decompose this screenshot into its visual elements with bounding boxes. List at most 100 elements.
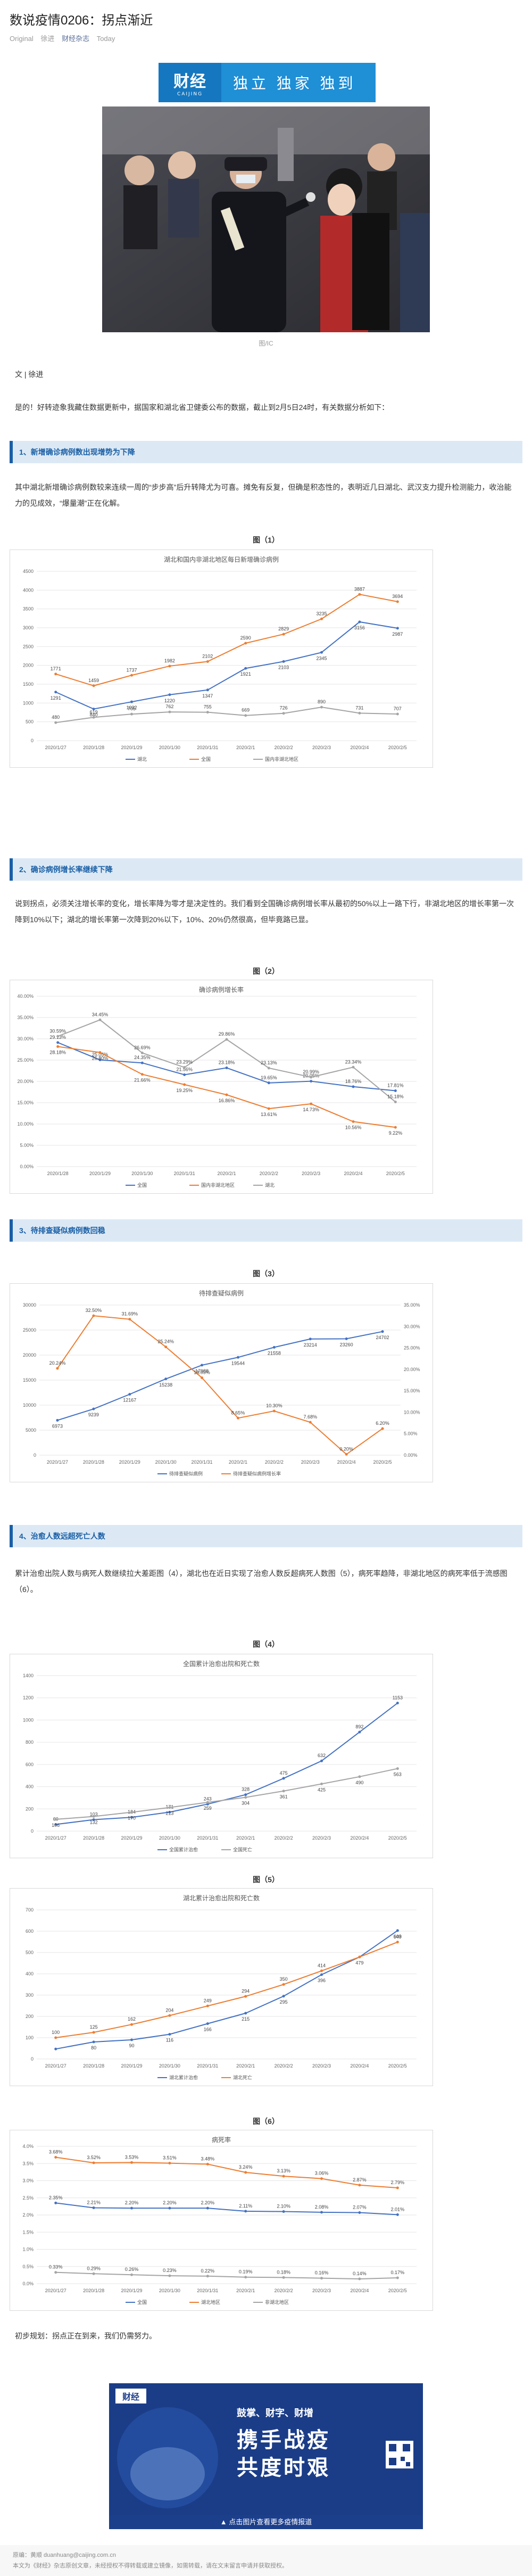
figure-label: 图（1） <box>0 535 532 545</box>
chart-title: 全国累计治愈出院和死亡数 <box>183 1660 260 1668</box>
series-line <box>56 1703 398 1825</box>
fatality-rate-chart: 病死率0.0%0.5%1.0%1.5%2.0%2.5%3.0%3.5%4.0%2… <box>10 2130 433 2310</box>
x-tick-label: 2020/2/2 <box>275 745 293 750</box>
data-label: 1153 <box>393 1695 403 1701</box>
promo-banner[interactable]: 财经 鼓掌、财字、财增 携手战疫 共度时艰 <box>109 2383 423 2515</box>
x-tick-label: 2020/2/5 <box>373 1459 392 1465</box>
section-heading: 3、待排查疑似病例数回稳 <box>10 1219 522 1242</box>
data-label: 2.35% <box>49 2195 63 2200</box>
data-point <box>130 2207 133 2210</box>
data-point <box>201 1376 203 1379</box>
data-point <box>93 716 95 719</box>
section-paragraph: 其中湖北新增确诊病例数较来连续一周的“步步高”后升转降尤为可喜。摊免有反复，但确… <box>15 479 517 511</box>
national-recovery-death-chart: 全国累计治愈出院和死亡数0200400600800100012001400202… <box>10 1654 433 1858</box>
data-point <box>394 1101 397 1103</box>
data-point <box>358 712 361 715</box>
section-heading: 4、治愈人数远超死亡人数 <box>10 1525 522 1547</box>
data-point <box>226 1067 228 1069</box>
data-label: 890 <box>318 699 326 704</box>
x-tick-label: 2020/2/4 <box>350 1835 369 1841</box>
data-point <box>183 1066 186 1069</box>
data-point <box>396 2277 399 2279</box>
data-label: 23214 <box>304 1342 317 1348</box>
data-point <box>396 1929 399 1932</box>
series-line <box>56 2203 398 2214</box>
y-tick-label: 5000 <box>26 1428 36 1433</box>
data-label: 480 <box>52 715 60 720</box>
data-label: 475 <box>280 1770 288 1776</box>
y-tick-label: 1000 <box>23 1717 34 1722</box>
y-tick-label: 600 <box>26 1929 34 1934</box>
data-point <box>206 2207 209 2210</box>
data-label: 23.13% <box>261 1060 277 1065</box>
data-point <box>93 1815 95 1818</box>
data-point <box>99 1019 102 1021</box>
x-tick-label: 2020/1/31 <box>197 745 218 750</box>
y-tick-label: 700 <box>26 1907 34 1913</box>
data-label: 23260 <box>340 1342 353 1347</box>
data-label: 2.20% <box>201 2200 215 2205</box>
data-label: 3235 <box>316 611 327 616</box>
data-point <box>320 1760 323 1762</box>
y-tick-label: 10.00% <box>17 1121 34 1127</box>
data-label: 9.22% <box>389 1130 403 1136</box>
data-point <box>310 1103 312 1105</box>
data-point <box>164 1377 167 1380</box>
intro-paragraph: 是的！好转迹象我藏住数据更新中，据国家和湖北省卫健委公布的数据，截止到2月5日2… <box>15 399 517 415</box>
y-tick-label: 100 <box>26 2035 34 2040</box>
data-point <box>345 1453 348 1456</box>
data-point <box>93 2206 95 2209</box>
article-title: 数说疫情0206：拐点渐近 <box>10 10 153 28</box>
chart-container: 湖北累计治愈出院和死亡数 0 100 200 300 400 500 600 700 2020/1… <box>10 1888 433 2086</box>
y-tick-label: 2.5% <box>22 2195 34 2201</box>
y2-tick-label: 5.00% <box>404 1431 418 1437</box>
data-point <box>183 1084 186 1086</box>
account-link[interactable]: 财经杂志 <box>62 35 89 43</box>
y-tick-label: 1000 <box>23 700 34 705</box>
y-tick-label: 15000 <box>23 1377 36 1383</box>
data-point <box>130 1811 133 1814</box>
data-point <box>268 1067 270 1069</box>
promo-line3: 共度时艰 <box>237 2450 330 2481</box>
data-label: 2829 <box>278 626 289 631</box>
legend-label: 非湖北地区 <box>265 2299 289 2305</box>
y-tick-label: 600 <box>26 1762 34 1767</box>
x-tick-label: 2020/1/31 <box>197 2063 218 2069</box>
data-point <box>237 1356 239 1359</box>
data-point <box>345 1338 348 1340</box>
data-label: 28.18% <box>49 1050 66 1055</box>
x-tick-label: 2020/1/29 <box>121 2288 142 2293</box>
data-point <box>310 1080 312 1082</box>
data-label: 0.17% <box>391 2270 405 2275</box>
x-tick-label: 2020/2/5 <box>388 2288 407 2293</box>
x-tick-label: 2020/2/1 <box>236 2288 255 2293</box>
data-point <box>244 2276 247 2278</box>
series-line <box>57 1316 383 1454</box>
data-label: 0.33% <box>49 2265 63 2270</box>
data-point <box>381 1428 384 1430</box>
data-label: 669 <box>242 708 250 713</box>
data-point <box>320 1973 323 1976</box>
data-point <box>168 1806 171 1809</box>
data-point <box>206 1801 209 1803</box>
y-tick-label: 3000 <box>23 625 34 630</box>
section-paragraph: 说到拐点，必须关注增长率的变化，增长率降为零才是决定性的。我们看到全国确诊病例增… <box>15 896 517 928</box>
article-meta: Original 徐进 财经杂志 Today <box>10 33 120 43</box>
section-paragraph: 累计治愈出院人数与病死人数继续拉大差距图（4），湖北也在近日实现了治愈人数反超病… <box>15 1565 517 1597</box>
data-label: 32.50% <box>86 1308 102 1313</box>
y-tick-label: 30000 <box>23 1302 36 1308</box>
data-label: 0.26% <box>125 2267 139 2272</box>
data-point <box>381 1330 384 1333</box>
y-tick-label: 3.5% <box>22 2161 34 2166</box>
data-label: 0.23% <box>163 2268 177 2273</box>
data-label: 2.87% <box>353 2177 367 2183</box>
promo-cta[interactable]: ▲ 点击图片查看更多疫情报道 <box>109 2515 423 2529</box>
data-point <box>206 2163 209 2165</box>
data-point <box>168 2033 171 2036</box>
data-label: 204 <box>165 2007 173 2013</box>
data-point <box>56 1367 59 1369</box>
data-point <box>282 712 285 715</box>
x-tick-label: 2020/1/29 <box>121 1835 142 1841</box>
legend-label: 湖北 <box>137 757 147 762</box>
data-point <box>396 1941 399 1943</box>
